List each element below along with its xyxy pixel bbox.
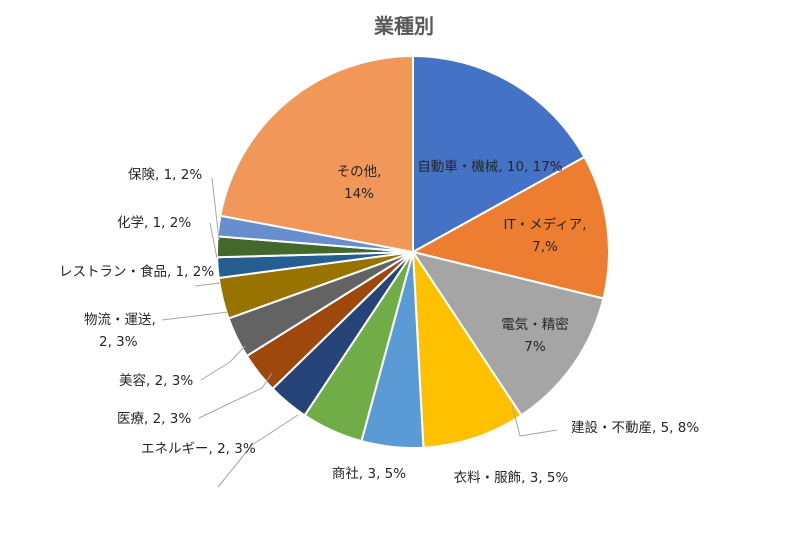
leader-line (511, 404, 558, 437)
data-label: 保険, 1, 2% (128, 167, 202, 183)
data-label: 物流・運送, (84, 312, 156, 328)
pie-slice (410, 250, 605, 417)
data-label: IT・メディア, (503, 216, 586, 233)
data-label: 14% (344, 186, 374, 202)
leader-line (161, 311, 229, 321)
pie-slice (219, 54, 414, 254)
leader-line (211, 177, 220, 241)
data-label: その他, (337, 164, 382, 180)
leader-line (194, 282, 221, 287)
data-label: レストラン・食品, 1, 2% (59, 263, 214, 280)
pie-slice (411, 248, 523, 449)
pie-slice (412, 54, 586, 254)
data-label: 7% (524, 339, 546, 355)
data-label: 美容, 2, 3% (119, 372, 193, 389)
data-label: 7,% (532, 239, 558, 255)
data-label: 化学, 1, 2% (117, 215, 191, 231)
data-label: 商社, 3, 5% (332, 466, 406, 482)
leader-line (198, 372, 273, 419)
leader-line (200, 345, 246, 381)
data-label: 2, 3% (99, 334, 138, 350)
data-label: エネルギー, 2, 3% (141, 441, 256, 457)
data-label: 医療, 2, 3% (117, 410, 191, 427)
leader-line (217, 414, 299, 488)
chart-title: 業種別 (374, 14, 434, 38)
data-label: 電気・精密 (501, 316, 569, 333)
data-label: 自動車・機械, 10, 17% (417, 159, 563, 175)
leader-line (209, 222, 218, 259)
data-label: 衣料・服飾, 3, 5% (454, 470, 569, 486)
data-label: 建設・不動産, 5, 8% (571, 420, 699, 436)
